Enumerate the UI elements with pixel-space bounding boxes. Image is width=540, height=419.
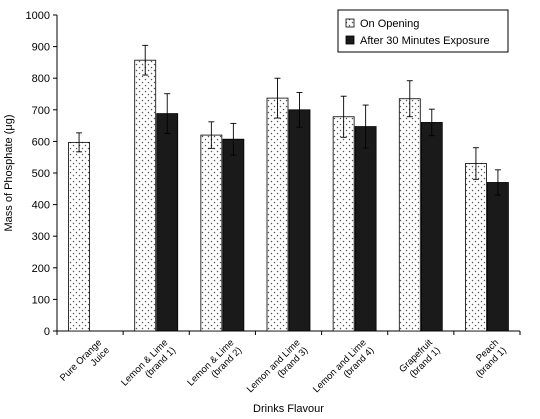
bar-after-30-min <box>156 113 179 332</box>
error-bar <box>406 80 413 118</box>
y-tick-label: 800 <box>32 73 50 85</box>
error-bar <box>340 95 347 138</box>
bar-after-30-min <box>487 182 509 332</box>
legend-swatch-after-30-min <box>345 35 355 45</box>
error-bar <box>230 122 237 156</box>
error-bar <box>76 132 83 153</box>
axes <box>53 14 521 335</box>
bar-on-opening <box>266 97 289 332</box>
y-tick-label: 300 <box>32 231 50 243</box>
y-tick-label: 0 <box>44 326 50 338</box>
error-bar <box>494 169 501 196</box>
legend-swatch-on-opening <box>345 18 355 28</box>
bar-on-opening <box>134 59 157 332</box>
y-tick-label: 200 <box>32 263 50 275</box>
bar-after-30-min <box>420 122 443 332</box>
error-bar <box>142 44 149 76</box>
bar-on-opening <box>465 163 487 332</box>
y-tick-label: 1000 <box>26 10 50 22</box>
y-tick-label: 900 <box>32 42 50 54</box>
legend-label-on-opening: On Opening <box>360 18 419 30</box>
y-tick-label: 400 <box>32 200 50 212</box>
y-tick-label: 700 <box>32 105 50 117</box>
x-category-label: Grapefruit(brand 1) <box>397 337 443 383</box>
bar-on-opening <box>332 116 355 332</box>
bar-after-30-min <box>354 126 377 332</box>
error-bars <box>76 44 501 196</box>
legend-label-after-30-min: After 30 Minutes Exposure <box>360 35 490 47</box>
x-category-label: Lemon and Lime(brand 4) <box>311 337 377 403</box>
x-category-label: Pure OrangeJuice <box>58 337 112 391</box>
y-tick-label: 100 <box>32 294 50 306</box>
legend: On Opening After 30 Minutes Exposure <box>337 9 509 53</box>
error-bar <box>208 121 215 149</box>
error-bar <box>296 91 303 128</box>
x-category-label: Lemon and Lime(brand 3) <box>245 337 311 403</box>
bar-on-opening <box>200 134 223 332</box>
y-tick-label: 600 <box>32 136 50 148</box>
bar-after-30-min <box>222 138 245 332</box>
bar-on-opening <box>68 141 90 332</box>
error-bar <box>274 77 281 119</box>
x-category-label: Lemon & Lime(brand 2) <box>185 337 244 396</box>
error-bar <box>362 104 369 149</box>
error-bar <box>428 108 435 137</box>
bar-on-opening <box>398 98 421 332</box>
error-bar <box>472 147 479 180</box>
x-axis-title: Drinks Flavour <box>253 403 324 415</box>
error-bar <box>164 93 171 134</box>
y-tick-label: 500 <box>32 168 50 180</box>
y-axis-title: Mass of Phosphate (μg) <box>3 114 15 231</box>
bars <box>68 59 509 332</box>
x-category-label: Lemon & Lime(brand 1) <box>119 337 178 396</box>
legend-box <box>337 9 509 53</box>
x-category-label: Peach(brand 1) <box>466 337 509 380</box>
bar-after-30-min <box>288 109 311 332</box>
